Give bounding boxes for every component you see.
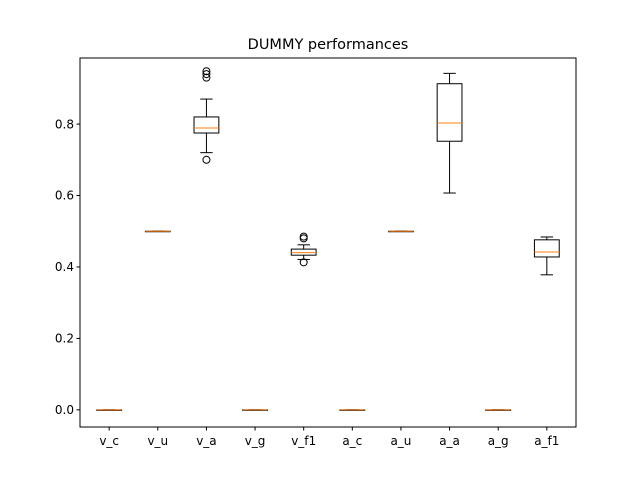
y-tick-label: 0.6: [55, 189, 74, 203]
box-iqr: [436, 83, 463, 142]
plot-frame: [79, 57, 577, 428]
flier-point: [299, 258, 308, 267]
box-iqr: [533, 239, 560, 258]
box-a_u: [388, 230, 414, 233]
box-v_c: [96, 409, 123, 411]
y-tick-label: 0.8: [55, 117, 74, 131]
x-tick-label: a_g: [488, 434, 509, 448]
boxes-layer: [96, 67, 560, 411]
box-a_g: [485, 409, 512, 411]
y-tick-label: 0.2: [55, 332, 74, 346]
x-axis: v_c v_u v_a v_g v_f1 a_c a_u a_a a_g a_f1: [99, 427, 559, 448]
flier-point: [202, 67, 211, 76]
x-tick-label: v_c: [99, 434, 119, 448]
box-iqr: [193, 116, 220, 134]
flier-point: [299, 232, 308, 241]
flier-point: [202, 73, 211, 82]
box-iqr: [290, 248, 317, 256]
x-tick-label: v_f1: [291, 434, 316, 448]
x-tick-label: a_u: [390, 434, 411, 448]
x-tick-label: v_a: [196, 434, 216, 448]
x-tick-label: a_f1: [534, 434, 559, 448]
box-v_u: [144, 230, 171, 233]
y-tick-label: 0.4: [55, 260, 74, 274]
y-axis: 0.0 0.2 0.4 0.6 0.8: [55, 117, 80, 417]
chart-title: DUMMY performances: [248, 37, 409, 53]
x-tick-label: a_c: [342, 434, 362, 448]
x-tick-label: v_u: [147, 434, 168, 448]
box-a_c: [339, 409, 366, 411]
box-v_g: [242, 409, 268, 411]
box-v_f1: [290, 232, 317, 267]
flier-point: [202, 70, 211, 79]
flier-point: [202, 155, 211, 164]
y-tick-label: 0.0: [55, 403, 74, 417]
box-a_a: [436, 72, 463, 194]
x-tick-label: v_g: [245, 434, 266, 448]
x-tick-label: a_a: [439, 434, 460, 448]
box-a_f1: [533, 236, 560, 276]
box-v_a: [193, 67, 220, 164]
